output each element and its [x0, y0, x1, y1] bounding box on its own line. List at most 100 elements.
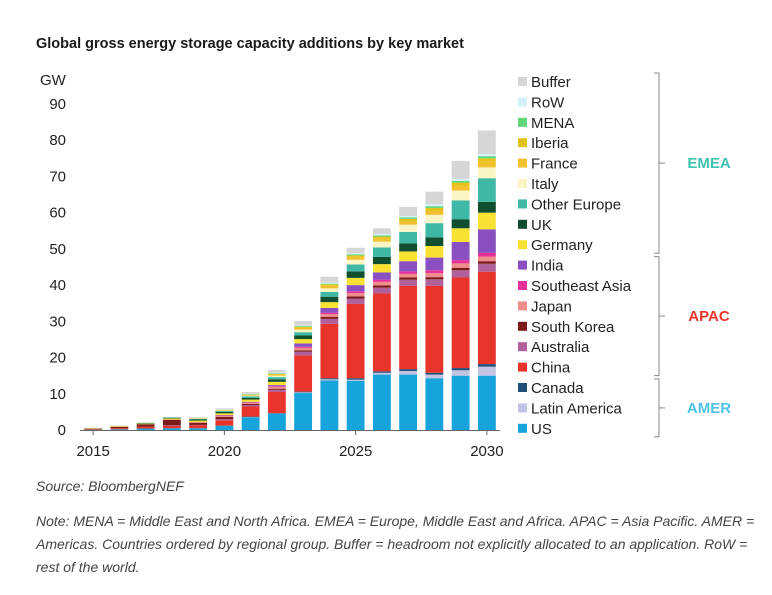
bar-segment-germany [294, 339, 313, 344]
x-axis-ticks: 2015 2020 2025 2030 [76, 430, 504, 460]
legend-swatch [518, 281, 527, 290]
bar-segment-southeast-asia [346, 291, 365, 294]
bar-segment-china [320, 323, 339, 379]
bar-segment-buffer [477, 130, 496, 154]
bar-segment-germany [84, 428, 103, 429]
bar-segment-uk [294, 335, 313, 340]
bar-segment-italy [477, 167, 496, 179]
bar-segment-italy [346, 259, 365, 265]
bar-segment-uk [477, 201, 496, 213]
bar-segment-india [320, 307, 339, 313]
bar-segment-canada [477, 364, 496, 367]
bar-segment-us [215, 425, 234, 430]
bar-segment-china [84, 429, 103, 430]
bar-segment-south-korea [372, 285, 391, 288]
bar-segment-japan [267, 386, 286, 389]
y-axis-ticks: 0 10 20 30 40 50 60 70 80 90 [49, 96, 66, 439]
bar-segment-italy [451, 190, 470, 201]
bar-segment-uk [162, 417, 181, 419]
bar-segment-japan [346, 293, 365, 297]
bar-segment-southeast-asia [451, 260, 470, 264]
bar-segment-india [451, 242, 470, 261]
bar-segment-germany [162, 418, 181, 420]
bar-segment-other-europe [425, 223, 444, 238]
bar-segment-us [162, 428, 181, 430]
bar-segment-us [372, 374, 391, 430]
bar-segment-india [267, 385, 286, 387]
bar-segment-mena [399, 217, 418, 219]
bar-segment-france [189, 418, 208, 419]
legend-swatch [518, 138, 527, 148]
bar-segment-southeast-asia [294, 346, 313, 348]
legend-swatch [518, 342, 527, 352]
bar-segment-latin-america [372, 372, 391, 375]
bar-segment-mena [267, 373, 286, 374]
bar-segment-us [477, 375, 496, 430]
bar-segment-row [477, 153, 496, 157]
bar-segment-india [241, 401, 260, 403]
bar-segment-italy [189, 418, 208, 419]
bar-segment-italy [267, 375, 286, 378]
region-bracket [654, 72, 660, 254]
bar-segment-germany [451, 228, 470, 242]
bar-segment-latin-america [267, 413, 286, 414]
bar-segment-south-korea [110, 426, 129, 429]
bar-segment-uk [267, 379, 286, 382]
bar-segment-iberia [294, 326, 313, 328]
bar-segment-france [215, 410, 234, 411]
legend-label: Other Europe [531, 196, 621, 213]
bar-segment-uk [399, 243, 418, 252]
bar-segment-other-europe [241, 396, 260, 398]
bar-segment-mena [425, 206, 444, 208]
legend-label: Southeast Asia [531, 278, 632, 295]
region-label-amer: AMER [687, 400, 731, 417]
note-text: Note: MENA = Middle East and North Afric… [36, 513, 755, 575]
region-label-apac: APAC [688, 308, 730, 325]
bar-segment-china [189, 425, 208, 429]
bar-segment-japan [241, 402, 260, 404]
legend-swatch [518, 219, 527, 229]
bar-segment-canada [346, 378, 365, 380]
x-tick-label: 2030 [470, 443, 503, 460]
legend: Buffer RoW MENA Iberia France Italy Other Euro… [518, 74, 632, 438]
bar-segment-buffer [399, 206, 418, 216]
legend-label: Canada [531, 380, 584, 397]
bar-segment-iberia [425, 207, 444, 211]
bar-segment-us [241, 417, 260, 430]
bar-segment-other-europe [294, 332, 313, 336]
bar-segment-mena [294, 326, 313, 327]
bar-segment-south-korea [241, 403, 260, 406]
region-label-emea: EMEA [687, 155, 731, 172]
bar-segment-japan [451, 263, 470, 268]
bar-segment-france [294, 327, 313, 330]
bar-segment-germany [215, 413, 234, 416]
legend-label: MENA [531, 115, 574, 132]
bar-segment-latin-america [477, 366, 496, 376]
bar-segment-buffer [84, 427, 103, 429]
bar-segment-uk [425, 237, 444, 246]
bar-segment-south-korea [399, 277, 418, 280]
legend-swatch [518, 117, 527, 127]
legend-swatch [518, 158, 527, 168]
bar-segment-row [425, 204, 444, 207]
bar-segment-canada [267, 412, 286, 414]
bar-segment-iberia [372, 236, 391, 239]
bar-segment-india [399, 261, 418, 272]
bar-segment-japan [320, 314, 339, 317]
bar-segment-france [477, 161, 496, 168]
bar-segment-india [477, 229, 496, 253]
bar-segment-mena [241, 394, 260, 395]
bar-segment-buffer [241, 391, 260, 394]
legend-label: Iberia [531, 135, 569, 152]
bar-segment-southeast-asia [425, 270, 444, 274]
bar-segment-china [425, 285, 444, 373]
bar-segment-japan [425, 273, 444, 278]
bar-segment-italy [425, 214, 444, 224]
bar-segment-italy [294, 329, 313, 333]
bar-segment-germany [189, 420, 208, 423]
bar-segment-row [346, 253, 365, 255]
bar-segment-southeast-asia [320, 312, 339, 315]
legend-label: Australia [531, 339, 590, 356]
legend-label: India [531, 258, 564, 275]
